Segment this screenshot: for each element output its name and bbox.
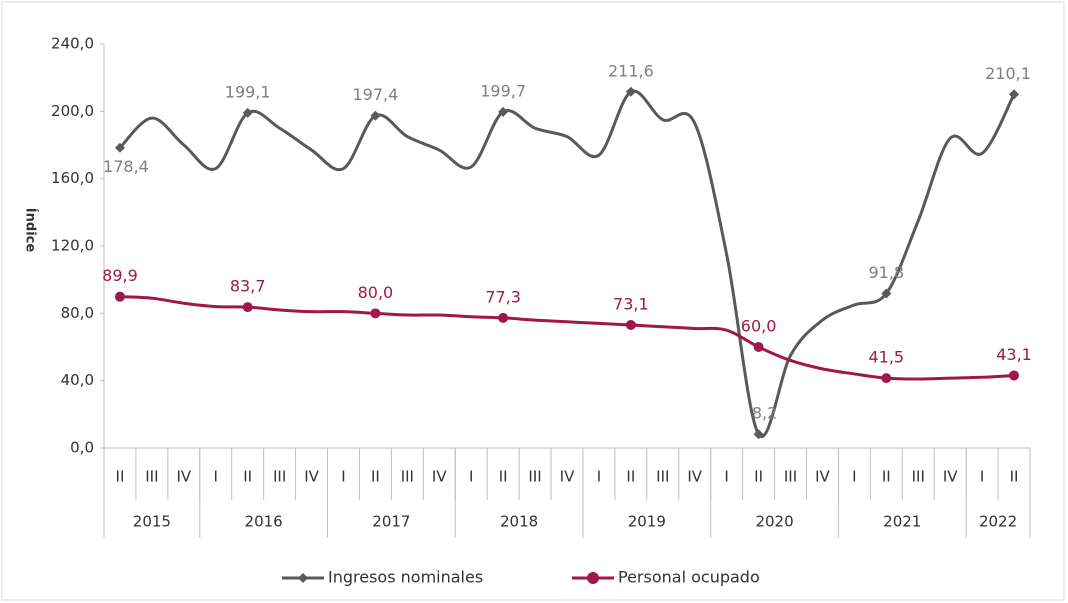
x-group-label: 2018 <box>500 513 538 531</box>
marker <box>753 342 764 352</box>
x-tick-label: II <box>499 468 508 486</box>
y-axis-label: Índice <box>23 208 39 253</box>
marker <box>881 288 892 299</box>
x-tick-label: I <box>724 468 728 486</box>
legend-marker <box>587 572 599 584</box>
x-tick-label: I <box>469 468 473 486</box>
x-tick-label: III <box>145 468 158 486</box>
data-label: 83,7 <box>230 277 266 296</box>
marker <box>625 319 636 330</box>
marker <box>1009 89 1020 100</box>
data-label: 199,7 <box>480 81 526 100</box>
data-label: 210,1 <box>985 64 1031 83</box>
x-tick-label: IV <box>304 468 319 486</box>
data-label: 80,0 <box>358 283 394 302</box>
marker <box>625 86 636 97</box>
marker <box>881 373 892 384</box>
x-tick-label: I <box>597 468 601 486</box>
marker <box>1009 370 1020 381</box>
marker <box>370 308 381 319</box>
x-group-label: 2021 <box>883 513 921 531</box>
marker <box>498 312 509 323</box>
data-label: 43,1 <box>996 345 1032 364</box>
data-label: 60,0 <box>741 317 777 336</box>
y-tick-label: 0,0 <box>70 439 94 457</box>
x-tick-label: IV <box>432 468 447 486</box>
x-group-label: 2020 <box>755 513 793 531</box>
x-tick-label: IV <box>176 468 191 486</box>
x-tick-label: II <box>243 468 252 486</box>
marker <box>753 429 764 440</box>
data-label: 178,4 <box>103 157 149 176</box>
data-label: 89,9 <box>102 266 138 285</box>
x-tick-label: I <box>214 468 218 486</box>
y-tick-label: 160,0 <box>51 169 94 187</box>
y-tick-label: 80,0 <box>61 304 94 322</box>
data-label: 41,5 <box>868 348 904 367</box>
data-label: 199,1 <box>225 82 271 101</box>
x-tick-label: IV <box>560 468 575 486</box>
x-tick-label: III <box>401 468 414 486</box>
x-tick-label: II <box>882 468 891 486</box>
data-label: 77,3 <box>485 287 521 306</box>
series-line <box>118 89 1016 439</box>
x-tick-label: III <box>656 468 669 486</box>
legend-label: Ingresos nominales <box>328 568 483 587</box>
series-line <box>119 295 1015 381</box>
data-label: 91,8 <box>868 263 904 282</box>
marker <box>498 106 509 117</box>
x-tick-label: III <box>912 468 925 486</box>
x-tick-label: IV <box>943 468 958 486</box>
x-tick-label: I <box>980 468 984 486</box>
x-tick-label: IV <box>687 468 702 486</box>
x-group-label: 2016 <box>245 513 283 531</box>
x-tick-label: I <box>341 468 345 486</box>
x-tick-label: II <box>1010 468 1019 486</box>
y-tick-label: 240,0 <box>51 35 94 53</box>
marker <box>114 142 125 153</box>
y-tick-label: 40,0 <box>61 371 94 389</box>
x-group-label: 2019 <box>628 513 666 531</box>
x-tick-label: II <box>626 468 635 486</box>
x-tick-label: I <box>852 468 856 486</box>
marker <box>242 107 253 118</box>
data-label: 211,6 <box>608 61 654 80</box>
x-tick-label: II <box>754 468 763 486</box>
x-tick-label: III <box>273 468 286 486</box>
legend-marker <box>298 573 308 583</box>
x-group-label: 2017 <box>372 513 410 531</box>
x-tick-label: III <box>784 468 797 486</box>
y-tick-label: 200,0 <box>51 102 94 120</box>
x-tick-label: III <box>528 468 541 486</box>
data-label: 8,2 <box>752 404 777 423</box>
x-tick-label: IV <box>815 468 830 486</box>
y-tick-label: 120,0 <box>51 237 94 255</box>
x-group-label: 2015 <box>133 513 171 531</box>
data-label: 73,1 <box>613 294 649 313</box>
marker <box>242 302 253 313</box>
marker <box>114 291 125 302</box>
legend-label: Personal ocupado <box>618 568 760 587</box>
data-label: 197,4 <box>353 85 399 104</box>
x-tick-label: II <box>371 468 380 486</box>
marker <box>370 110 381 121</box>
x-tick-label: II <box>116 468 125 486</box>
x-group-label: 2022 <box>979 513 1017 531</box>
